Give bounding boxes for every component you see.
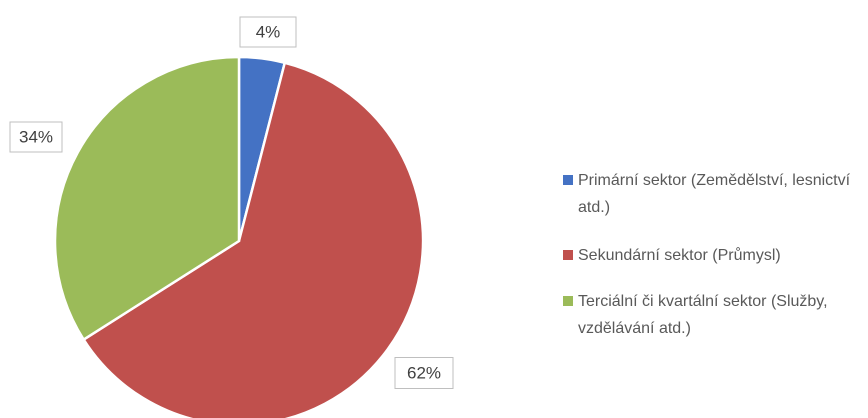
legend-label: Primární sektor (Zemědělství, lesnictví … bbox=[578, 172, 851, 216]
legend-swatch bbox=[563, 296, 573, 306]
legend-label: Sekundární sektor (Průmysl) bbox=[578, 247, 781, 264]
data-label: 62% bbox=[407, 363, 441, 382]
data-label-box bbox=[394, 357, 454, 389]
pie-slice bbox=[53, 55, 241, 342]
legend-swatch bbox=[563, 175, 573, 185]
legend-entry: Sekundární sektor (Průmysl) bbox=[563, 242, 853, 269]
pie-slice bbox=[81, 61, 425, 418]
data-label: 34% bbox=[19, 127, 53, 146]
legend-swatch bbox=[563, 250, 573, 260]
legend-label: Terciální či kvartální sektor (Služby, v… bbox=[578, 293, 828, 337]
data-label: 4% bbox=[256, 22, 281, 41]
legend-entry: Terciální či kvartální sektor (Služby, v… bbox=[563, 288, 853, 342]
data-label-box bbox=[9, 121, 63, 153]
data-label-box bbox=[239, 16, 297, 48]
legend-entry: Primární sektor (Zemědělství, lesnictví … bbox=[563, 167, 853, 221]
